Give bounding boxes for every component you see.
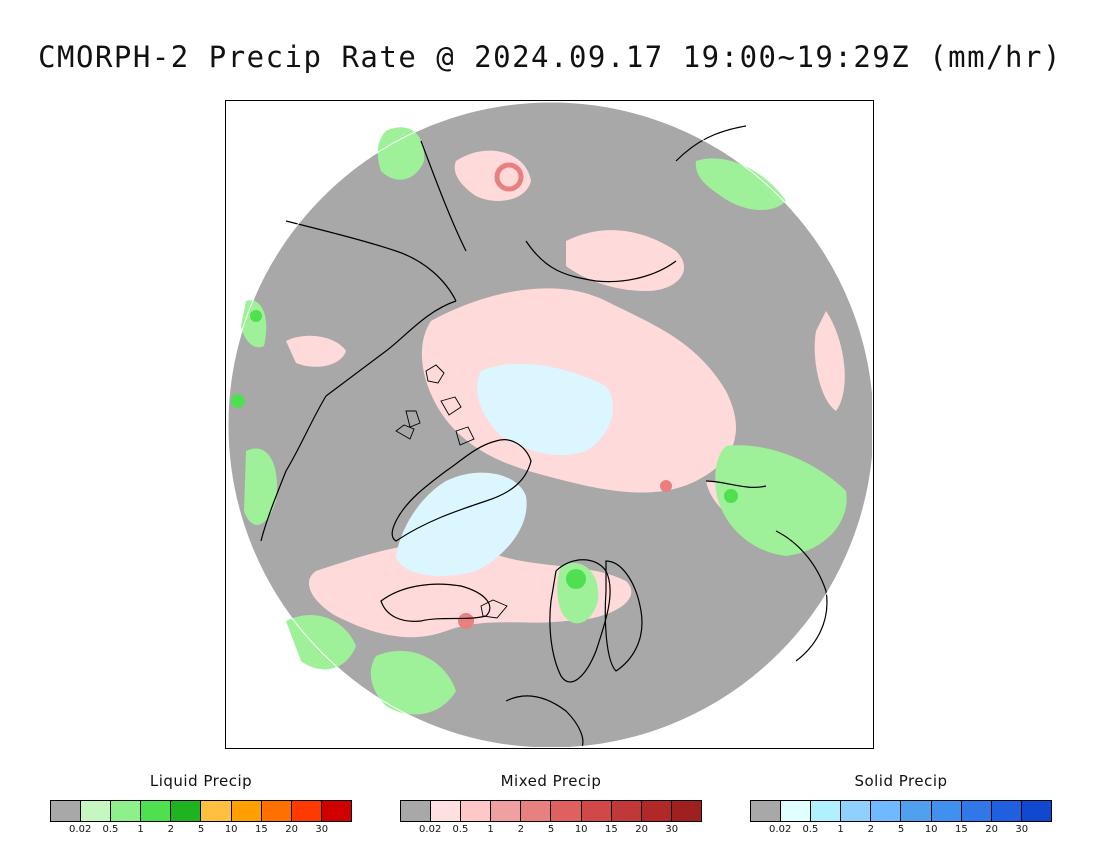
legend-swatch (641, 801, 672, 821)
legend-swatch (811, 801, 842, 821)
legend-tick-label: 30 (315, 824, 329, 835)
legend-swatch (291, 801, 322, 821)
legend-swatch (931, 801, 962, 821)
legend-mixed-precip: Mixed Precip 0.02 0.5 1 2 5 10 15 20 30 (400, 772, 702, 836)
map-title: CMORPH-2 Precip Rate @ 2024.09.17 19:00~… (38, 40, 1062, 74)
legend-swatch (841, 801, 872, 821)
polar-precip-map (227, 101, 872, 747)
legend-ticks: 0.02 0.5 1 2 5 10 15 20 30 (50, 822, 352, 836)
legend-swatch (81, 801, 112, 821)
legend-tick-label: 15 (955, 824, 968, 835)
legend-swatch (581, 801, 612, 821)
legend-tick-label: 0.5 (452, 824, 469, 835)
legend-swatch (261, 801, 292, 821)
map-frame (225, 100, 874, 749)
legend-swatch (521, 801, 552, 821)
legend-color-bar (400, 800, 702, 822)
legend-tick-label: 30 (1015, 824, 1029, 835)
legend-tick-label: 0.02 (769, 824, 792, 835)
legend-tick-label: 0.02 (69, 824, 92, 835)
legend-swatch (51, 801, 82, 821)
legend-liquid-precip: Liquid Precip 0.02 0.5 1 2 5 10 15 20 30 (50, 772, 352, 836)
legend-swatch (611, 801, 642, 821)
liquid-precip-areas (241, 127, 847, 715)
legend-tick-label: 1 (487, 824, 494, 835)
legend-tick-label: 0.5 (102, 824, 119, 835)
legend-swatch (461, 801, 492, 821)
map-disk-rim (227, 101, 872, 747)
legend-swatch (171, 801, 202, 821)
legend-color-bar (50, 800, 352, 822)
legend-tick-label: 20 (985, 824, 998, 835)
legend-swatch (551, 801, 582, 821)
legend-swatch (751, 801, 782, 821)
legend-color-bar (750, 800, 1052, 822)
legend-swatch (781, 801, 812, 821)
legend-tick-label: 10 (574, 824, 588, 835)
legend-swatch (871, 801, 902, 821)
legend-swatch (401, 801, 432, 821)
legend-swatch (901, 801, 932, 821)
legend-solid-precip: Solid Precip 0.02 0.5 1 2 5 10 15 20 30 (750, 772, 1052, 836)
legend-swatch (141, 801, 172, 821)
legend-swatch (1021, 801, 1051, 821)
legend-title: Liquid Precip (149, 772, 253, 790)
legend-tick-label: 0.5 (802, 824, 819, 835)
legend-tick-label: 1 (837, 824, 844, 835)
coastlines (260, 125, 828, 747)
legend-tick-label: 20 (285, 824, 298, 835)
legend-swatch (231, 801, 262, 821)
heavier-liquid-spots (231, 310, 738, 589)
legend-tick-label: 10 (224, 824, 238, 835)
island-clusters (395, 364, 508, 619)
legend-tick-label: 2 (517, 824, 524, 835)
legend-swatch (491, 801, 522, 821)
legend-tick-label: 2 (167, 824, 174, 835)
legend-swatch (201, 801, 232, 821)
legend-tick-label: 15 (605, 824, 618, 835)
legend-tick-label: 5 (547, 824, 555, 835)
legend-tick-label: 20 (635, 824, 648, 835)
legend-tick-label: 5 (197, 824, 205, 835)
legend-swatch (321, 801, 351, 821)
legend-swatch (431, 801, 462, 821)
legend-swatch (671, 801, 701, 821)
legend-ticks: 0.02 0.5 1 2 5 10 15 20 30 (400, 822, 702, 836)
legend-ticks: 0.02 0.5 1 2 5 10 15 20 30 (750, 822, 1052, 836)
heavier-mixed-spots (458, 162, 672, 629)
legend-title: Solid Precip (854, 772, 948, 790)
legend-swatch (991, 801, 1022, 821)
legend-tick-label: 30 (665, 824, 679, 835)
legend-swatch (961, 801, 992, 821)
legend-swatch (111, 801, 142, 821)
legend-tick-label: 0.02 (419, 824, 442, 835)
legend-tick-label: 2 (867, 824, 874, 835)
legend-title: Mixed Precip (500, 772, 602, 790)
legend-tick-label: 15 (255, 824, 268, 835)
legend-tick-label: 1 (137, 824, 144, 835)
legend-tick-label: 10 (924, 824, 938, 835)
legend-tick-label: 5 (897, 824, 905, 835)
